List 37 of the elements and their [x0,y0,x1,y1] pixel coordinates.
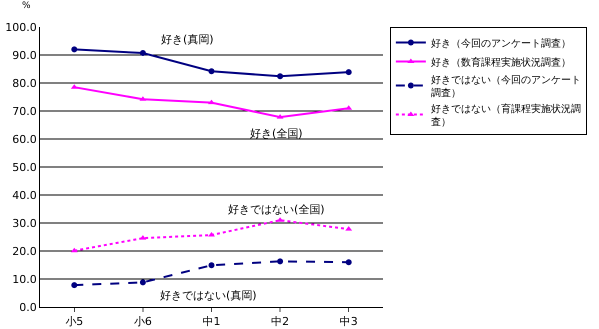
y-tick-label: 70.0 [12,104,37,118]
x-tick-label: 中2 [271,315,290,328]
point [71,46,78,52]
y-tick-label: 90.0 [12,48,37,62]
point [208,100,215,104]
y-tick-label: 10.0 [12,272,37,286]
annotation: 好きではない(真岡) [160,289,257,302]
point [277,258,284,264]
point [346,259,352,266]
point [140,50,146,56]
legend-label: 好きではない（育課程実施状況調査） [430,102,581,128]
y-tick-label: 40.0 [12,188,37,202]
annotation: 好き(全国) [250,127,303,140]
y-tick-label: 80.0 [12,76,37,90]
point [208,68,214,74]
point [208,232,215,237]
y-tick-label: 30.0 [12,216,37,230]
y-tick-label: 60.0 [12,132,37,146]
y-tick-label: 100.0 [5,20,37,34]
y-tick-label: 0.0 [19,300,37,314]
x-tick-label: 中1 [202,315,220,328]
x-tick-label: 小6 [134,315,152,328]
annotation: 好き(真岡) [161,33,214,46]
legend-label: 好き（数育課程実施状況調査） [430,56,571,68]
point [140,279,146,286]
legend-label: 好きではない（今回のアンケート調査） [430,74,581,99]
point [346,69,352,76]
point [208,262,214,268]
y-axis-title: % [22,1,31,11]
x-tick-label: 中3 [340,315,358,328]
point [71,282,78,288]
y-tick-label: 20.0 [12,244,37,258]
legend-label: 好き（今回のアンケート調査） [430,37,571,50]
y-tick-label: 50.0 [12,160,37,174]
annotation: 好きではない(全国) [228,203,325,216]
x-tick-label: 小5 [65,315,84,328]
point [277,73,284,80]
